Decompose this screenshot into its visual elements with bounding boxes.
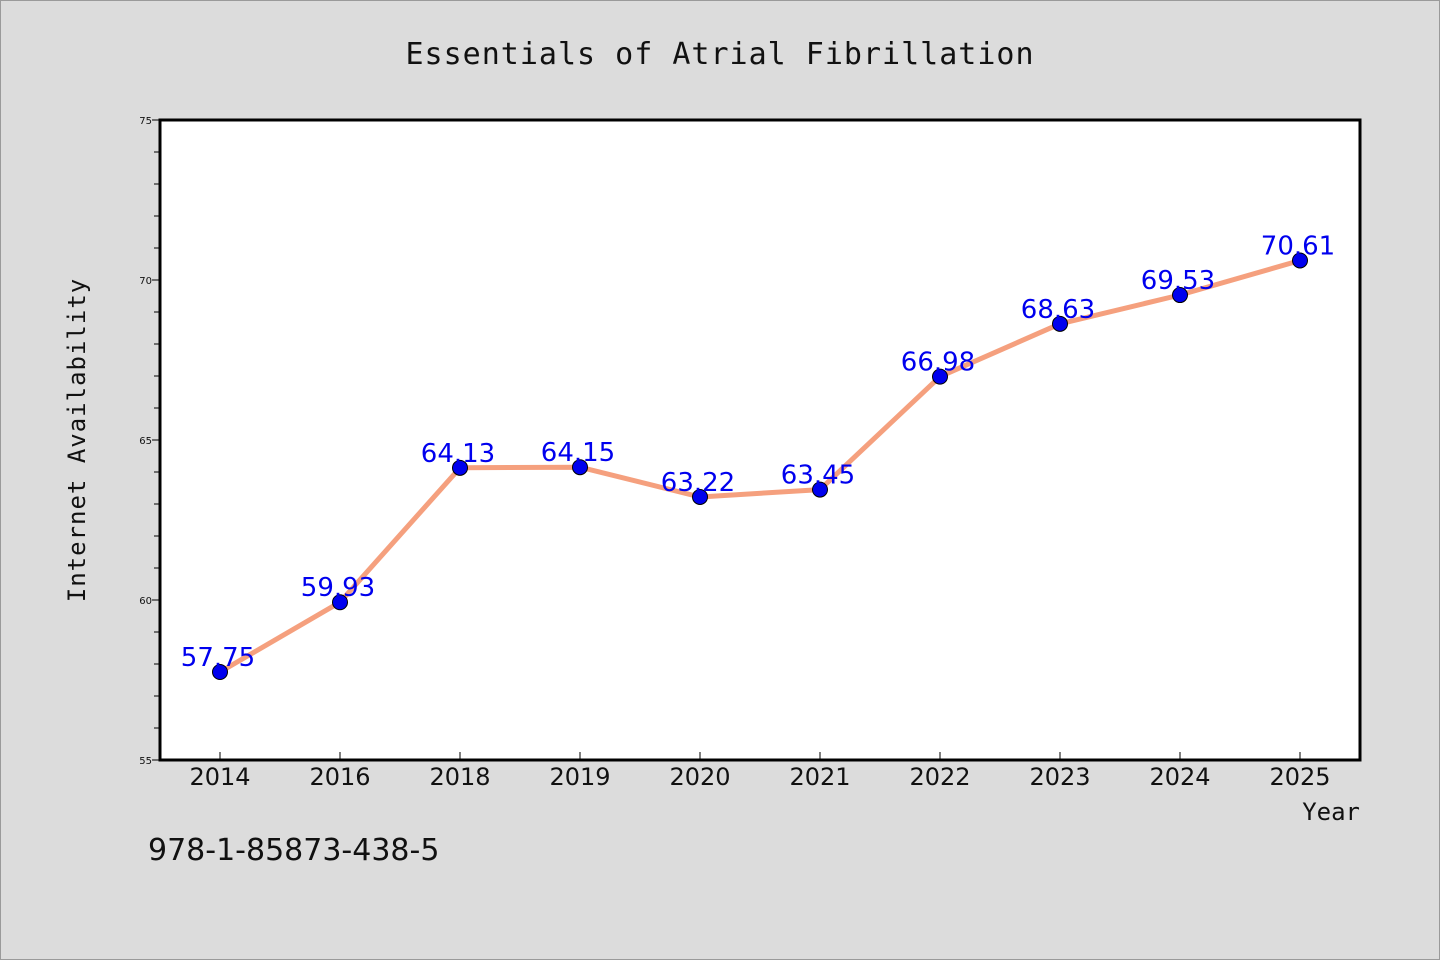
data-point <box>1052 315 1068 332</box>
x-tick-label: 2019 <box>549 763 610 791</box>
x-tick-label: 2016 <box>309 763 370 791</box>
y-axis: 55 60 65 70 75 <box>139 116 160 767</box>
data-point <box>212 664 228 680</box>
isbn-text: 978-1-85873-438-5 <box>148 833 440 868</box>
data-point <box>1172 287 1188 304</box>
data-point <box>932 368 948 385</box>
x-axis-label: Year <box>1302 798 1360 826</box>
data-label: 57.75 <box>181 643 255 673</box>
data-labels: 57.75 59.93 64.13 64.15 63.22 63.45 66.98 68.63… <box>181 231 1335 673</box>
x-axis: 2014 2016 2018 2019 2020 2021 2022 2023 2024 2025 <box>189 752 1331 791</box>
data-point <box>452 459 468 476</box>
y-axis-label: Internet Availability <box>63 278 91 602</box>
data-label: 66.98 <box>901 348 975 378</box>
data-label: 69.53 <box>1141 266 1215 296</box>
y-tick-label: 60 <box>139 596 152 607</box>
y-tick-label: 75 <box>139 116 152 127</box>
plot-area <box>158 118 1362 762</box>
data-point <box>572 459 588 476</box>
series-line <box>217 258 1303 675</box>
x-tick-label: 2021 <box>789 763 850 791</box>
data-label: 63.22 <box>661 468 735 498</box>
data-label: 68.63 <box>1021 295 1095 325</box>
data-markers <box>212 252 1308 680</box>
data-point <box>332 594 348 611</box>
y-tick-label: 70 <box>139 276 152 287</box>
x-tick-label: 2022 <box>909 763 970 791</box>
x-tick-label: 2018 <box>429 763 490 791</box>
y-tick-label: 55 <box>139 756 152 767</box>
data-label: 59.93 <box>301 573 375 603</box>
data-point <box>812 481 828 498</box>
data-label: 63.45 <box>781 461 855 491</box>
x-tick-label: 2025 <box>1269 763 1330 791</box>
x-tick-label: 2024 <box>1149 763 1210 791</box>
data-label: 64.13 <box>421 439 495 469</box>
chart-title: Essentials of Atrial Fibrillation <box>405 37 1034 72</box>
data-label: 70.61 <box>1261 231 1335 261</box>
data-point <box>692 488 708 505</box>
x-tick-label: 2014 <box>189 763 250 791</box>
x-tick-label: 2020 <box>669 763 730 791</box>
y-tick-label: 65 <box>139 436 152 447</box>
data-label: 64.15 <box>541 438 615 468</box>
x-tick-label: 2023 <box>1029 763 1090 791</box>
data-point <box>1292 252 1308 269</box>
